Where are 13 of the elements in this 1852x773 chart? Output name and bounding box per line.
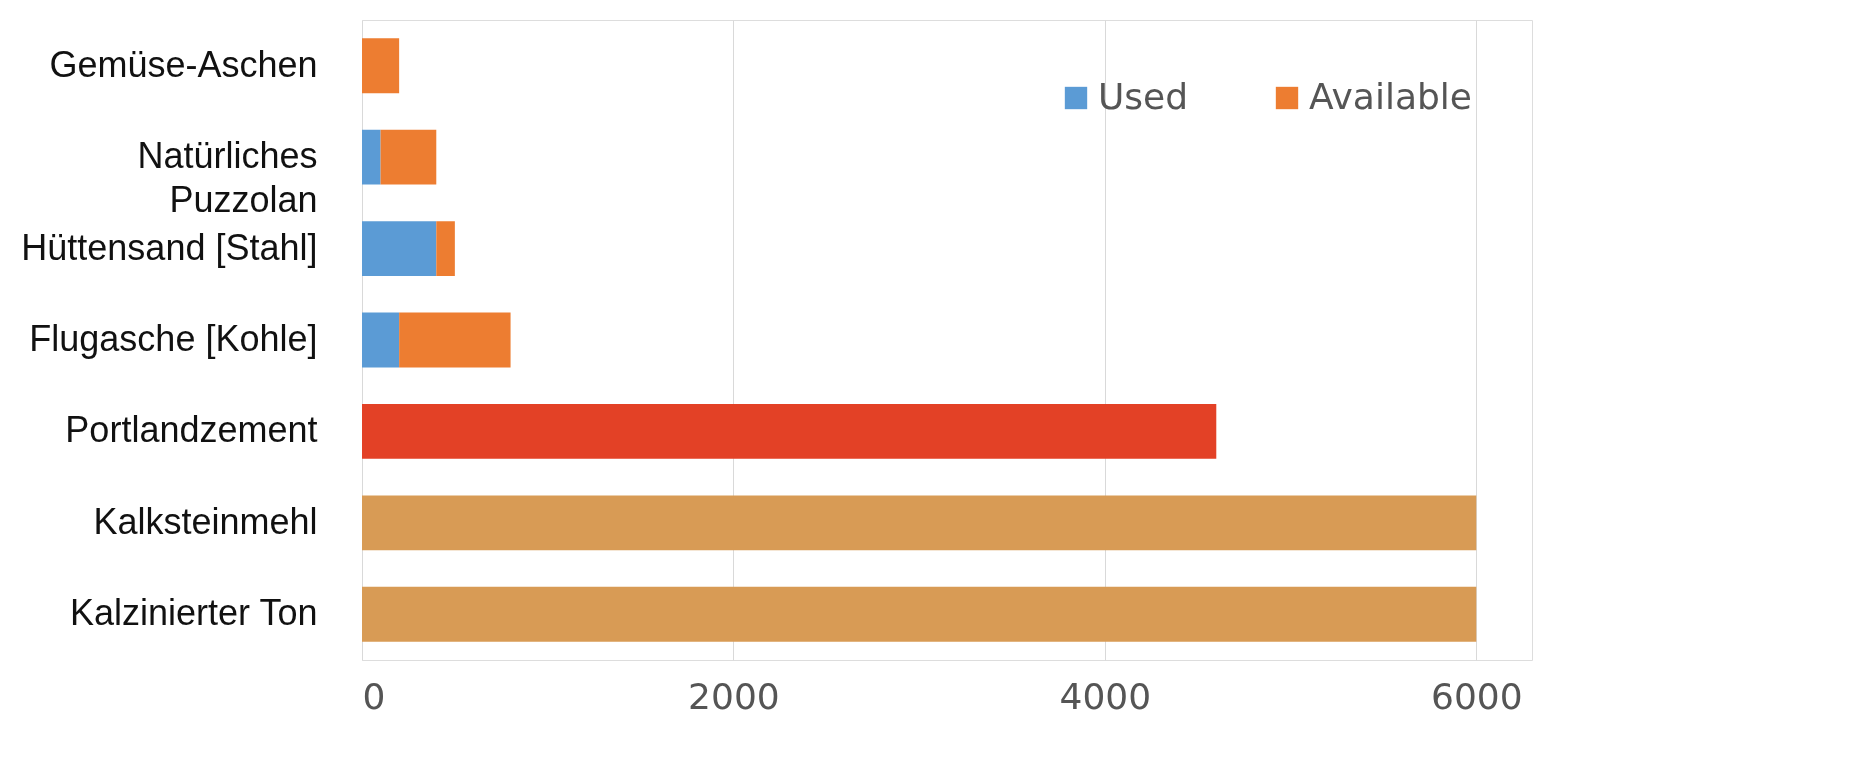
- x-tick-label: 0: [362, 675, 386, 717]
- y-tick-label: Hüttensand [Stahl]: [21, 226, 318, 268]
- x-tick-label: 2000: [688, 675, 780, 717]
- x-tick-label: 6000: [1430, 675, 1523, 717]
- legend-label: Used: [1098, 76, 1189, 117]
- x-tick-label: 4000: [1059, 675, 1152, 717]
- y-tick-label: Portlandzement: [65, 409, 318, 451]
- y-tick-label: Kalzinierter Ton: [70, 592, 318, 634]
- legend-label: Available: [1309, 76, 1472, 117]
- y-tick-label: Flugasche [Kohle]: [29, 318, 318, 359]
- y-tick-label: Gemüse-Aschen: [49, 43, 318, 85]
- y-tick-label: Natürliches Puzzolan: [137, 135, 318, 221]
- y-tick-label: Kalksteinmehl: [93, 500, 318, 542]
